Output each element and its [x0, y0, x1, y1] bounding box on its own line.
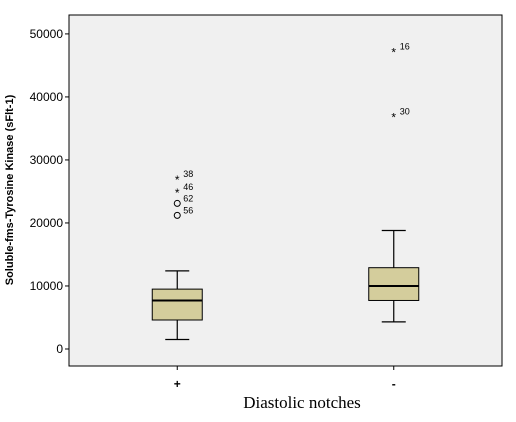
- y-tick-label: 10000: [30, 279, 64, 293]
- iqr-box: [368, 267, 420, 301]
- box-group-2: * 16 * 30: [368, 42, 420, 323]
- outlier-label: 38: [183, 169, 193, 179]
- outlier-label: 30: [400, 106, 410, 116]
- outlier-circle: [173, 211, 181, 219]
- y-axis: 0 10000 20000 30000 40000 50000: [30, 27, 69, 356]
- outlier-star: *: [391, 46, 396, 60]
- y-tick-label: 30000: [30, 153, 64, 167]
- outlier-label: 46: [183, 182, 193, 192]
- outlier-star: *: [175, 186, 180, 200]
- outlier-star: *: [175, 173, 180, 187]
- x-tick-label: -: [392, 377, 396, 391]
- outlier-circle: [173, 199, 181, 207]
- iqr-box: [151, 288, 203, 321]
- outlier-label: 62: [183, 193, 193, 203]
- x-tick-label: +: [174, 377, 181, 391]
- outlier-star: *: [391, 110, 396, 124]
- plot-area: [68, 14, 503, 367]
- y-tick-label: 0: [56, 342, 63, 356]
- y-tick-label: 20000: [30, 216, 64, 230]
- outlier-label: 16: [400, 42, 410, 52]
- y-axis-label: Soluble-fms-Tyrosine Kinase (sFlt-1): [4, 94, 16, 285]
- outlier-label: 56: [183, 205, 193, 215]
- x-axis-label: Diastolic notches: [243, 393, 361, 412]
- y-tick-label: 40000: [30, 90, 64, 104]
- x-axis: + -: [174, 366, 396, 391]
- y-tick-label: 50000: [30, 27, 64, 41]
